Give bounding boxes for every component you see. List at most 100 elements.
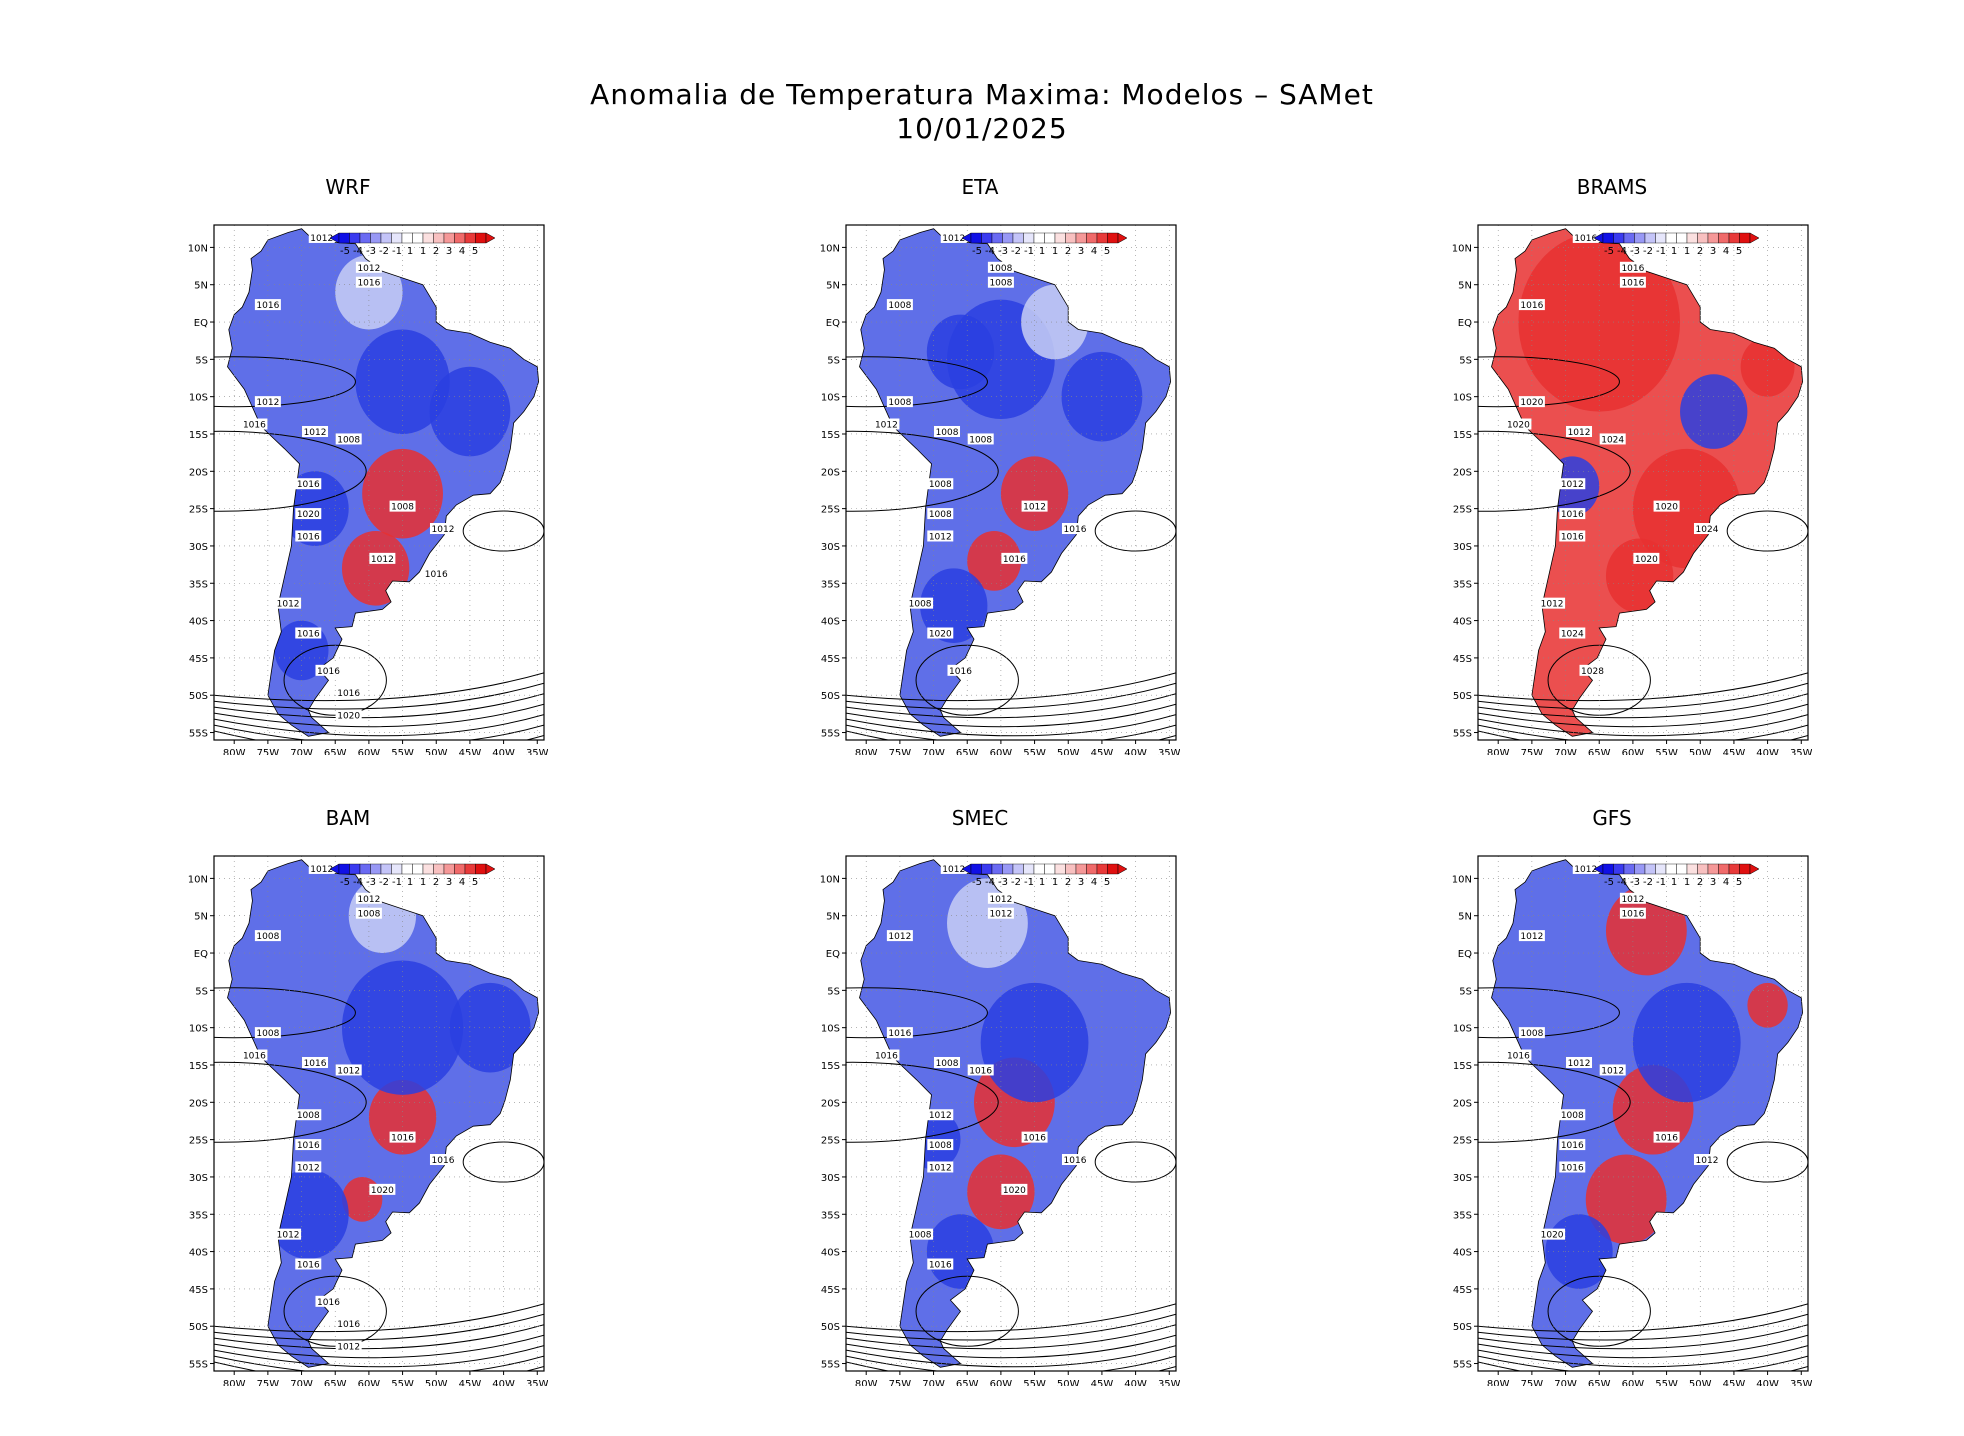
- colorbar-label: 1: [407, 877, 413, 888]
- colorbar-arrow-right: [1117, 863, 1128, 875]
- isobar-label: 1012: [355, 892, 382, 905]
- colorbar-label: -2: [1011, 246, 1021, 257]
- isobar-label: 1016: [1653, 1131, 1680, 1144]
- isobar-label: 1016: [389, 1131, 416, 1144]
- isobar-label-text: 1016: [317, 1298, 340, 1308]
- colorbar-label: -1: [1656, 246, 1666, 257]
- isobar-label: 1020: [1653, 500, 1680, 513]
- isobar-label-text: 1012: [1574, 865, 1597, 875]
- y-tick-label: 30S: [189, 542, 208, 553]
- isobar-label: 1024: [1559, 627, 1586, 640]
- colorbar-cell: [991, 863, 1003, 875]
- isobar-line: [1478, 1324, 1808, 1350]
- colorbar-legend: -5 -4 -3 -2 -1 1 1 2 3 4 5: [1593, 232, 1760, 257]
- colorbar-cell: [1644, 232, 1656, 244]
- isobar-label-bg: [927, 508, 954, 520]
- isobar-label-text: 1008: [337, 435, 360, 445]
- isobar-label: 1016: [429, 1154, 456, 1166]
- y-tick-label: 30S: [821, 1173, 840, 1184]
- isobar-label-bg: [254, 1027, 281, 1039]
- isobar-line: [846, 1355, 1176, 1371]
- isobar-label: 1016: [1619, 276, 1646, 289]
- colorbar-cell: [1602, 232, 1614, 244]
- isobar-label: 1008: [254, 1027, 281, 1039]
- isobar-label: 1008: [886, 396, 913, 408]
- isobar-label-text: 1016: [969, 1066, 992, 1076]
- isobar-label-bg: [1633, 552, 1660, 564]
- isobar-label: 1028: [1579, 664, 1606, 677]
- panel-title: WRF: [325, 175, 371, 199]
- coastline: [1491, 859, 1804, 1368]
- x-tick-label: 45W: [459, 748, 482, 755]
- colorbar-cell: [1012, 232, 1024, 244]
- colorbar-cell: [1655, 232, 1667, 244]
- colorbar-label: 5: [1104, 246, 1110, 257]
- isobar-line: [846, 1313, 1176, 1341]
- colorbar-cell: [443, 863, 455, 875]
- colorbar-cell: [1665, 232, 1677, 244]
- colorbar-cell: [1623, 232, 1635, 244]
- isobar-label: 1012: [275, 597, 302, 610]
- isobar-line: [1478, 693, 1808, 719]
- isobar-line: [1478, 672, 1808, 702]
- isobar-label-text: 1008: [936, 428, 959, 438]
- x-tick-label: 75W: [889, 1379, 912, 1386]
- x-tick-label: 80W: [1487, 748, 1510, 755]
- colorbar-arrow-right: [485, 232, 496, 244]
- isobar-line: [1478, 1345, 1808, 1368]
- x-tick-label: 40W: [1124, 748, 1147, 755]
- isobar-label: 1016: [254, 299, 281, 311]
- isobar-line: [214, 1313, 544, 1341]
- isobar-contours: [1478, 987, 1808, 1371]
- isobar-label-text: 1012: [1561, 480, 1584, 490]
- isobar-label: 1016: [947, 664, 974, 677]
- isobar-line: [1478, 356, 1620, 408]
- colorbar-label: -5: [340, 246, 350, 257]
- x-tick-label: 65W: [324, 1379, 347, 1386]
- grid-lines: [1478, 225, 1808, 740]
- colorbar-label: 3: [1078, 877, 1084, 888]
- grid-lines: [846, 856, 1176, 1371]
- colorbar-cell: [1075, 863, 1087, 875]
- x-tick-label: 75W: [257, 748, 280, 755]
- isobar-label-bg: [1572, 231, 1599, 243]
- y-tick-label: 10N: [820, 874, 840, 885]
- isobar-label-text: 1024: [1601, 435, 1624, 445]
- colorbar-label: -3: [366, 246, 376, 257]
- isobar-label: 1016: [1559, 1139, 1586, 1151]
- colorbar-label: -1: [1024, 877, 1034, 888]
- isobar-label: 1008: [987, 261, 1014, 274]
- isobar-label-bg: [987, 907, 1014, 919]
- y-tick-label: 15S: [189, 1061, 208, 1072]
- colorbar-label: 1: [420, 877, 426, 888]
- isobar-label-text: 1012: [310, 234, 333, 244]
- isobar-line: [214, 1061, 367, 1143]
- colorbar-cell: [370, 863, 382, 875]
- isobar-line: [846, 1334, 1176, 1359]
- y-tick-label: 15S: [1453, 430, 1472, 441]
- isobar-label: 1016: [967, 1064, 994, 1076]
- x-tick-label: 70W: [922, 1379, 945, 1386]
- colorbar-label: -4: [353, 246, 363, 257]
- colorbar-legend: -5 -4 -3 -2 -1 1 1 2 3 4 5: [1593, 863, 1760, 888]
- isobar-label-bg: [335, 709, 362, 721]
- model-panel-brams: BRAMS 80W 75W 70W 65W 60W 55W 50W 45W 40W 35W 10N 5N…: [1412, 175, 1812, 755]
- panel-title: BRAMS: [1576, 175, 1648, 199]
- colorbar-cell: [981, 232, 993, 244]
- isobar-label-bg: [295, 530, 322, 542]
- y-tick-label: 20S: [189, 1098, 208, 1109]
- y-tick-label: 30S: [1453, 542, 1472, 553]
- isobar-label-text: 1016: [1507, 1052, 1530, 1062]
- isobar-label-bg: [886, 1027, 913, 1039]
- y-tick-label: 15S: [189, 430, 208, 441]
- isobar-label-text: 1016: [1561, 532, 1584, 542]
- isobar-label-text: 1016: [949, 667, 972, 677]
- colorbar-cell: [1707, 863, 1719, 875]
- isobar-label: 1016: [423, 567, 450, 580]
- x-tick-label: 75W: [1521, 748, 1544, 755]
- isobar-label-bg: [1619, 892, 1646, 904]
- colorbar-label: -3: [366, 877, 376, 888]
- isobar-label: 1016: [315, 664, 342, 677]
- isobar-label-bg: [1559, 1161, 1586, 1173]
- isobar-label-bg: [1693, 1154, 1720, 1166]
